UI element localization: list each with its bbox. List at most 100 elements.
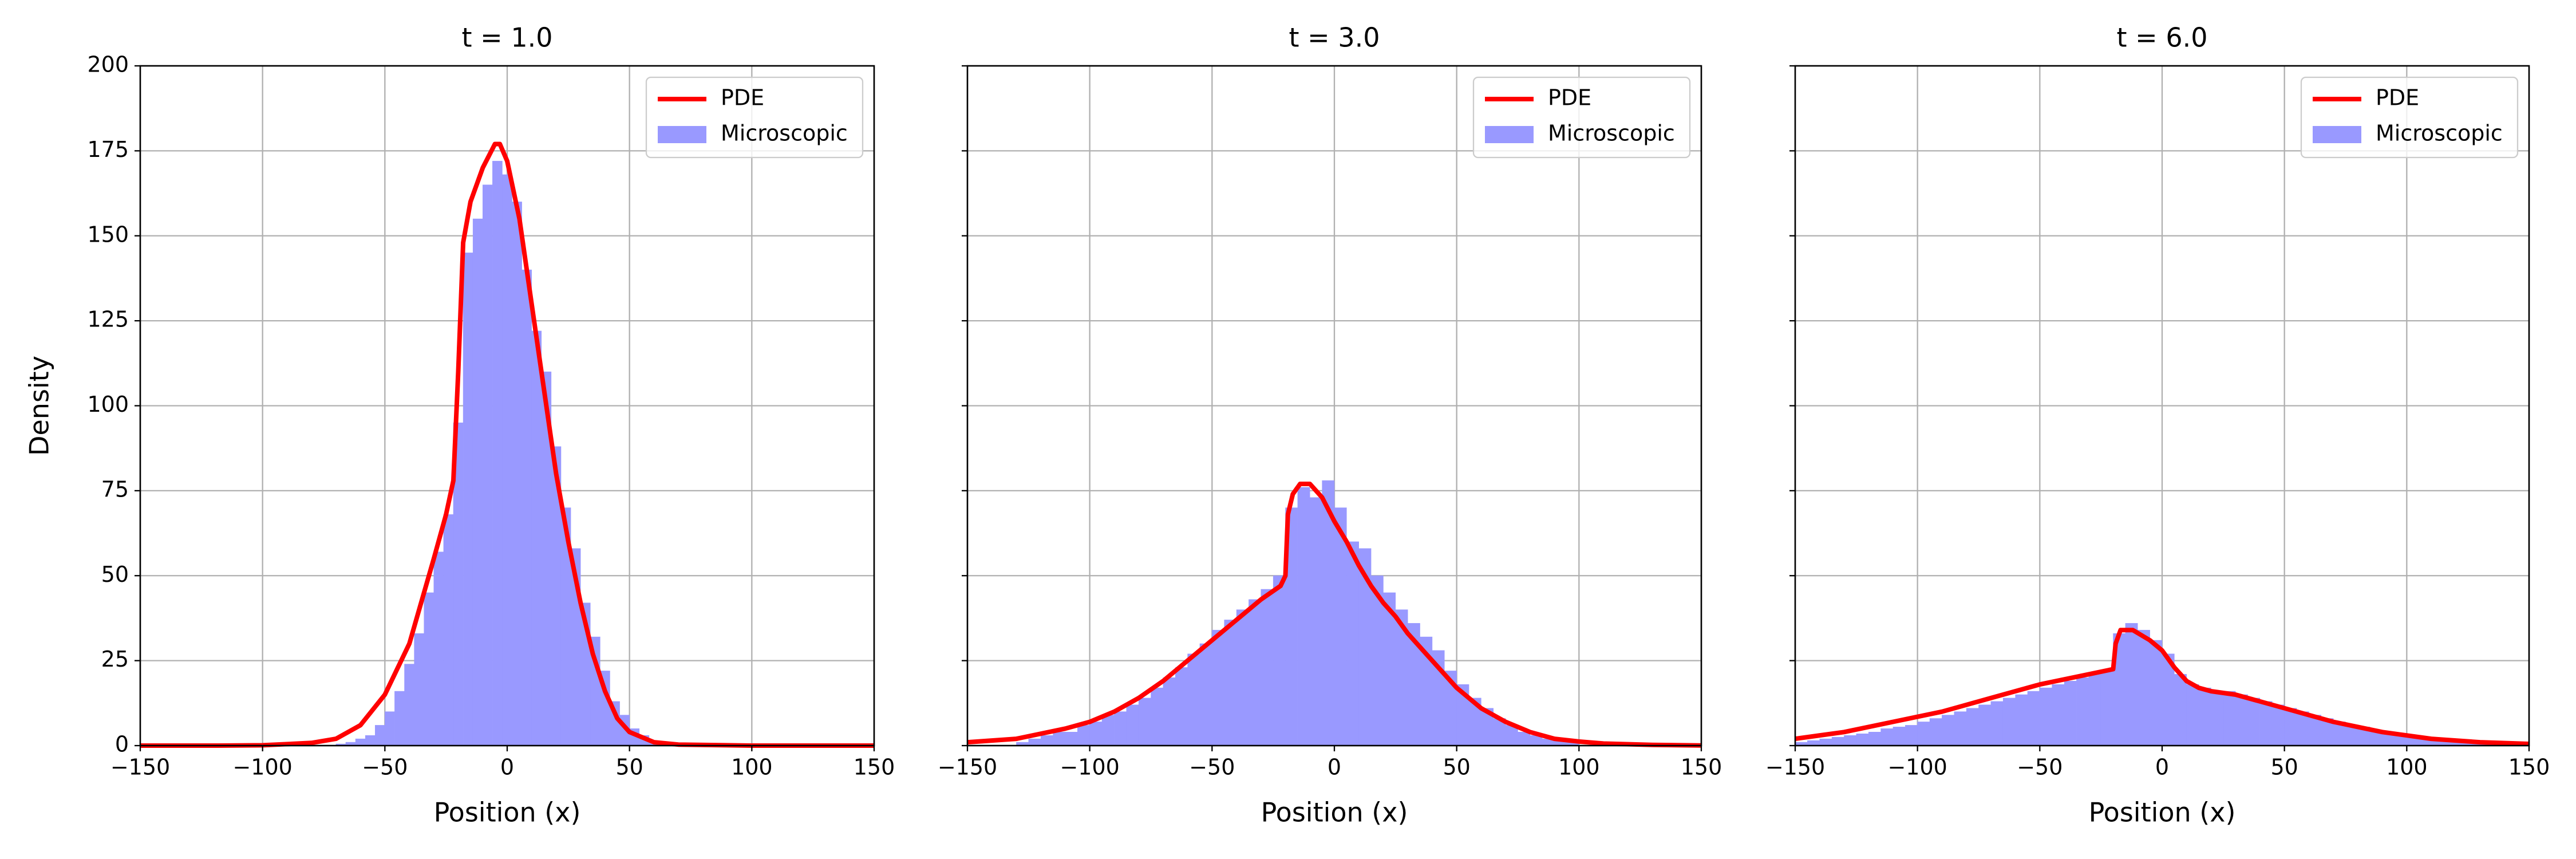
x-tick-label: −50 bbox=[362, 755, 408, 780]
legend-label: Microscopic bbox=[1548, 121, 1675, 146]
histogram-bar bbox=[1868, 732, 1881, 746]
x-axis-label: Position (x) bbox=[1261, 797, 1408, 828]
x-tick-label: 150 bbox=[1681, 755, 1722, 780]
x-tick-label: 0 bbox=[500, 755, 514, 780]
x-tick-label: 100 bbox=[2386, 755, 2428, 780]
x-tick-label: 100 bbox=[731, 755, 773, 780]
histogram-bar bbox=[1905, 725, 1918, 746]
histogram-bar bbox=[2186, 684, 2199, 746]
x-tick-label: 150 bbox=[2508, 755, 2550, 780]
histogram-bar bbox=[1334, 507, 1347, 746]
histogram-bar bbox=[531, 330, 542, 746]
histogram-bar bbox=[2027, 691, 2040, 746]
histogram-bar bbox=[1917, 722, 1930, 746]
histogram-bar bbox=[2064, 680, 2077, 746]
pde-line bbox=[1795, 628, 2530, 746]
histogram-bar bbox=[521, 269, 532, 746]
pde-line bbox=[140, 141, 874, 748]
histogram-bar bbox=[1856, 733, 1869, 746]
histogram-bar bbox=[414, 633, 424, 746]
histogram-bar bbox=[1101, 715, 1115, 746]
histogram-bar bbox=[512, 202, 522, 746]
histogram-bar bbox=[2138, 629, 2150, 746]
histogram-bar bbox=[1261, 589, 1274, 746]
legend-patch bbox=[1485, 126, 1534, 143]
histogram-bar bbox=[1114, 711, 1127, 746]
y-tick-label: 175 bbox=[87, 137, 129, 162]
histogram-bar bbox=[1310, 497, 1322, 746]
x-tick-label: −50 bbox=[2017, 755, 2063, 780]
histogram-bar bbox=[424, 592, 434, 746]
x-tick-label: −150 bbox=[110, 755, 170, 780]
histogram-bar bbox=[365, 735, 376, 746]
y-tick-label: 100 bbox=[87, 392, 129, 417]
subplot: −150 −100 −50 0 50 100 150 t = 3.0 Position (x) P… bbox=[938, 22, 1722, 828]
histogram-bar bbox=[1151, 687, 1164, 746]
y-tick-label: 50 bbox=[101, 562, 129, 587]
x-axis-label: Position (x) bbox=[2089, 797, 2236, 828]
x-tick-label: −50 bbox=[1189, 755, 1235, 780]
subplot-title: t = 3.0 bbox=[1289, 22, 1380, 53]
histogram-bar bbox=[483, 184, 493, 746]
histogram-bar bbox=[404, 664, 414, 746]
y-tick-label: 125 bbox=[87, 307, 129, 332]
x-tick-label: 50 bbox=[2270, 755, 2298, 780]
histogram-bar bbox=[1126, 704, 1139, 746]
histogram-bar bbox=[2015, 694, 2028, 746]
x-tick-label: 50 bbox=[1443, 755, 1470, 780]
histogram-bar bbox=[1224, 620, 1237, 746]
histogram-bar bbox=[1831, 736, 1844, 746]
histogram-bar bbox=[1028, 738, 1041, 746]
histogram-bar bbox=[2211, 691, 2224, 746]
histogram-bar bbox=[2076, 677, 2089, 746]
histogram-bar bbox=[1929, 718, 1942, 746]
histogram-bar bbox=[2198, 687, 2211, 746]
histogram-bar bbox=[1954, 711, 1967, 746]
histogram-bar bbox=[2040, 687, 2052, 746]
histogram-bar bbox=[385, 711, 395, 746]
histogram-bar bbox=[1273, 576, 1286, 746]
histogram-bar bbox=[1236, 609, 1249, 746]
y-tick-label: 200 bbox=[87, 52, 129, 77]
histogram-bar bbox=[1819, 738, 1832, 746]
subplot-title: t = 1.0 bbox=[462, 22, 553, 53]
x-tick-label: −150 bbox=[1765, 755, 1825, 780]
histogram-bar bbox=[463, 253, 473, 746]
subplot-title: t = 6.0 bbox=[2117, 22, 2208, 53]
legend-label: PDE bbox=[1548, 85, 1591, 111]
histogram-bar bbox=[2088, 674, 2101, 746]
histogram-bar bbox=[1040, 735, 1053, 746]
histogram-bar bbox=[1880, 728, 1894, 746]
x-axis-label: Position (x) bbox=[434, 797, 581, 828]
histogram-bar bbox=[1518, 732, 1531, 746]
histogram-bar bbox=[2052, 684, 2065, 746]
histogram-bar bbox=[2002, 698, 2016, 746]
histogram-bar bbox=[1163, 677, 1176, 746]
legend: PDE Microscopic bbox=[1472, 76, 1691, 159]
histogram-bar bbox=[443, 514, 454, 746]
x-tick-label: 150 bbox=[854, 755, 895, 780]
histogram-bar bbox=[1807, 740, 1820, 746]
legend-patch bbox=[2313, 126, 2361, 143]
subplot: −150 −100 −50 0 50 100 150 0 25 50 75 100 125 150 175 2… bbox=[24, 22, 895, 828]
histogram-bar bbox=[1990, 701, 2004, 746]
histogram-bar bbox=[1893, 727, 1906, 746]
x-tick-label: 100 bbox=[1558, 755, 1600, 780]
y-tick-label: 75 bbox=[101, 476, 129, 502]
x-tick-label: −150 bbox=[938, 755, 997, 780]
y-tick-label: 25 bbox=[101, 647, 129, 672]
histogram-bar bbox=[1249, 599, 1262, 746]
histogram-bar bbox=[502, 174, 512, 746]
histogram-bar bbox=[1844, 735, 1857, 746]
histogram-bar bbox=[433, 551, 444, 746]
histogram-bar bbox=[1942, 715, 1955, 746]
histogram-bar bbox=[1297, 487, 1310, 746]
legend: PDE Microscopic bbox=[645, 76, 864, 159]
legend-label: Microscopic bbox=[2376, 121, 2503, 146]
legend-patch bbox=[658, 126, 706, 143]
pde-line bbox=[967, 482, 1702, 748]
histogram-bar bbox=[1065, 732, 1078, 746]
x-tick-label: −100 bbox=[1060, 755, 1119, 780]
histogram-bar bbox=[1966, 708, 1979, 746]
